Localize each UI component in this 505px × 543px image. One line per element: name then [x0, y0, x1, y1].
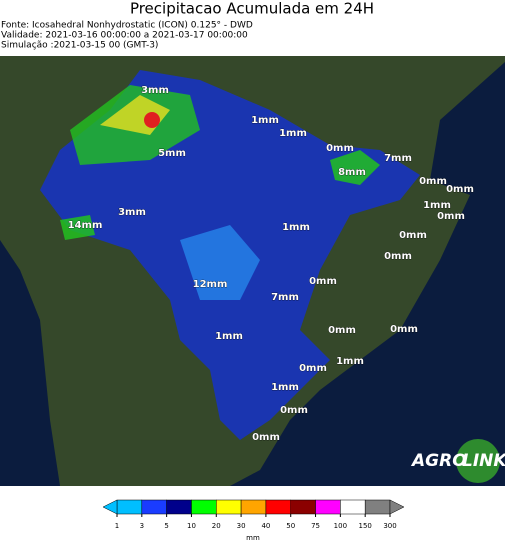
header-line: Simulação :2021-03-15 00 (GMT-3)	[1, 41, 158, 51]
colorbar-tick-label: 150	[358, 522, 371, 530]
logo-badge	[456, 439, 500, 483]
map-label: 14mm	[68, 220, 103, 231]
colorbar-segment	[290, 499, 316, 515]
map-label: 0mm	[326, 143, 354, 154]
map-label: 1mm	[279, 128, 307, 139]
map-label: 1mm	[271, 382, 299, 393]
logo: LINK	[462, 451, 505, 471]
map-label: 0mm	[309, 276, 337, 287]
rain-area	[60, 215, 95, 240]
colorbar: 1 3 5 10 20 30 40 50 75 100 150 300	[102, 499, 405, 530]
map-label: 0mm	[328, 325, 356, 336]
logo: AGRO	[410, 451, 467, 471]
colorbar-segment	[240, 499, 267, 515]
map-label: 1mm	[423, 200, 451, 211]
map: 3mm1mm1mm0mm7mm8mm5mm0mm0mm1mm0mm3mm14mm…	[0, 56, 505, 486]
colorbar-tick-label: 300	[383, 522, 396, 530]
colorbar-tick-label: 100	[334, 522, 347, 530]
map-label: 7mm	[271, 292, 299, 303]
colorbar-segment	[141, 499, 167, 515]
colorbar-tick-label: 1	[115, 522, 119, 530]
map-label: 1mm	[282, 222, 310, 233]
rain-area	[330, 150, 380, 185]
colorbar-arrow	[389, 499, 405, 515]
map-label: 1mm	[336, 356, 364, 367]
colorbar-segment	[216, 499, 242, 515]
map-label: 0mm	[437, 211, 465, 222]
map-label: 12mm	[193, 279, 228, 290]
map-label: 0mm	[280, 405, 308, 416]
colorbar-segment	[166, 499, 192, 515]
map-label: 0mm	[399, 230, 427, 241]
colorbar-unit: mm	[246, 534, 260, 542]
map-label: 5mm	[158, 148, 186, 159]
map-label: 0mm	[299, 363, 327, 374]
colorbar-tick-label: 50	[286, 522, 295, 530]
map-label: 0mm	[446, 184, 474, 195]
map-label: 0mm	[419, 176, 447, 187]
colorbar-tick-label: 20	[212, 522, 221, 530]
colorbar-segment	[340, 499, 366, 515]
map-label: 0mm	[252, 432, 280, 443]
colorbar-tick-label: 30	[237, 522, 246, 530]
map-label: 1mm	[215, 331, 243, 342]
colorbar-tick-label: 75	[311, 522, 320, 530]
header-line: Fonte: Icosahedral Nonhydrostatic (ICON)…	[1, 21, 253, 31]
map-label: 3mm	[118, 207, 146, 218]
rain-area	[144, 112, 160, 128]
map-label: 7mm	[384, 153, 412, 164]
colorbar-segment	[265, 499, 291, 515]
map-label: 1mm	[251, 115, 279, 126]
colorbar-arrow	[102, 499, 118, 515]
colorbar-tick-label: 3	[140, 522, 144, 530]
header-line: Validade: 2021-03-16 00:00:00 a 2021-03-…	[1, 31, 248, 41]
colorbar-segment	[116, 499, 143, 515]
map-label: 0mm	[384, 251, 412, 262]
colorbar-tick-label: 40	[261, 522, 270, 530]
colorbar-segment	[364, 499, 391, 515]
map-label: 0mm	[390, 324, 418, 335]
colorbar-segment	[315, 499, 341, 515]
colorbar-segment	[191, 499, 217, 515]
colorbar-tick-label: 5	[164, 522, 168, 530]
rain-area	[180, 225, 260, 300]
map-label: 8mm	[338, 167, 366, 178]
map-label: 3mm	[141, 85, 169, 96]
title: Precipitacao Acumulada em 24H	[130, 0, 374, 18]
colorbar-tick-label: 10	[187, 522, 196, 530]
